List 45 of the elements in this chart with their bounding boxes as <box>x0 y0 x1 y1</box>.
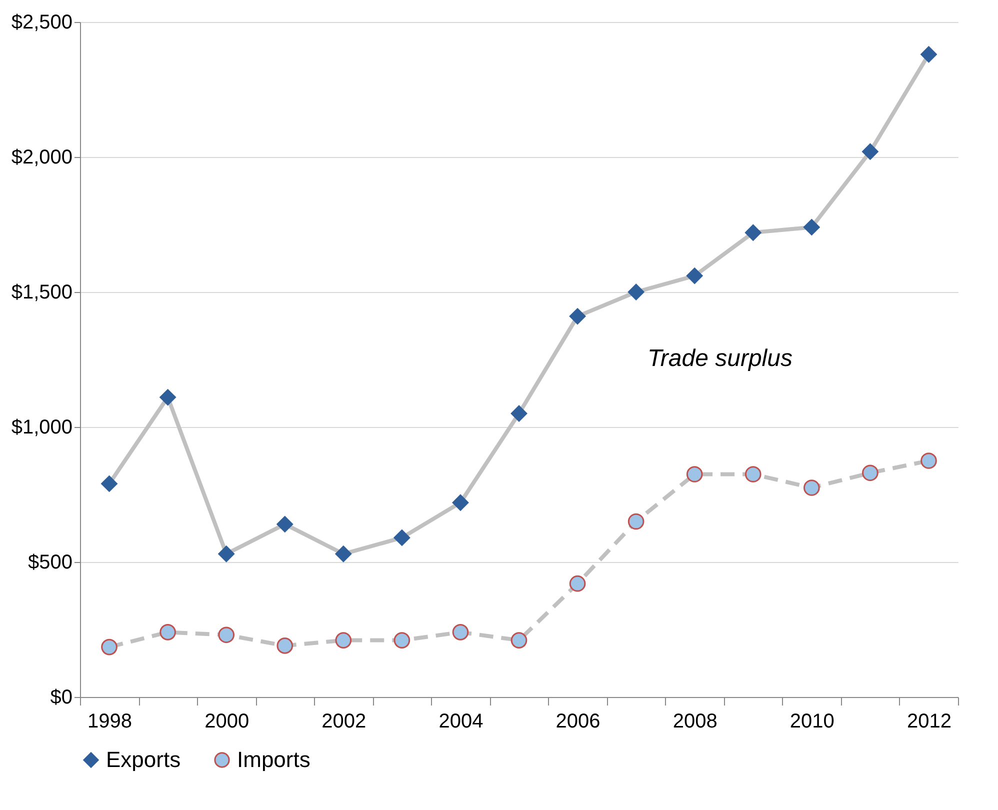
annotation: Trade surplus <box>648 345 792 372</box>
point <box>452 624 469 640</box>
y-tick-label: $2,500 <box>11 12 72 34</box>
x-tick-label: 2008 <box>672 710 718 732</box>
x-tick-label: 2002 <box>322 710 366 732</box>
point <box>744 466 762 482</box>
point <box>160 624 176 640</box>
x-tick-label: 2010 <box>790 710 834 732</box>
point <box>804 219 820 236</box>
point <box>804 480 820 496</box>
point <box>862 143 878 160</box>
y-tick-label: $0 <box>50 686 72 708</box>
point <box>335 632 352 648</box>
point <box>686 466 703 482</box>
point <box>394 632 410 648</box>
point <box>452 494 469 511</box>
y-tick-label: $1,500 <box>11 282 72 304</box>
y-tick-label: $2,000 <box>11 146 72 168</box>
point <box>569 308 586 324</box>
point <box>920 452 937 469</box>
point <box>862 464 878 482</box>
x-tick-label: 2006 <box>556 710 600 732</box>
point <box>686 268 703 284</box>
point <box>101 638 118 656</box>
point <box>276 638 294 654</box>
x-tick-label: 1998 <box>88 710 132 732</box>
point <box>569 575 586 592</box>
point <box>101 476 118 492</box>
y-tick-label: $1,000 <box>11 416 72 438</box>
point <box>218 546 234 562</box>
point <box>510 632 528 648</box>
x-tick-label: 2012 <box>906 710 952 732</box>
x-tick-label: 2004 <box>438 710 484 732</box>
point <box>276 516 294 532</box>
point <box>510 405 528 422</box>
point <box>628 513 644 530</box>
y-tick-label: $500 <box>28 552 72 574</box>
point <box>394 530 410 546</box>
point <box>920 46 937 63</box>
point <box>218 626 234 644</box>
point <box>628 284 644 300</box>
point <box>744 224 762 241</box>
x-tick-label: 2000 <box>204 710 250 732</box>
point <box>335 546 352 562</box>
point <box>160 389 176 406</box>
